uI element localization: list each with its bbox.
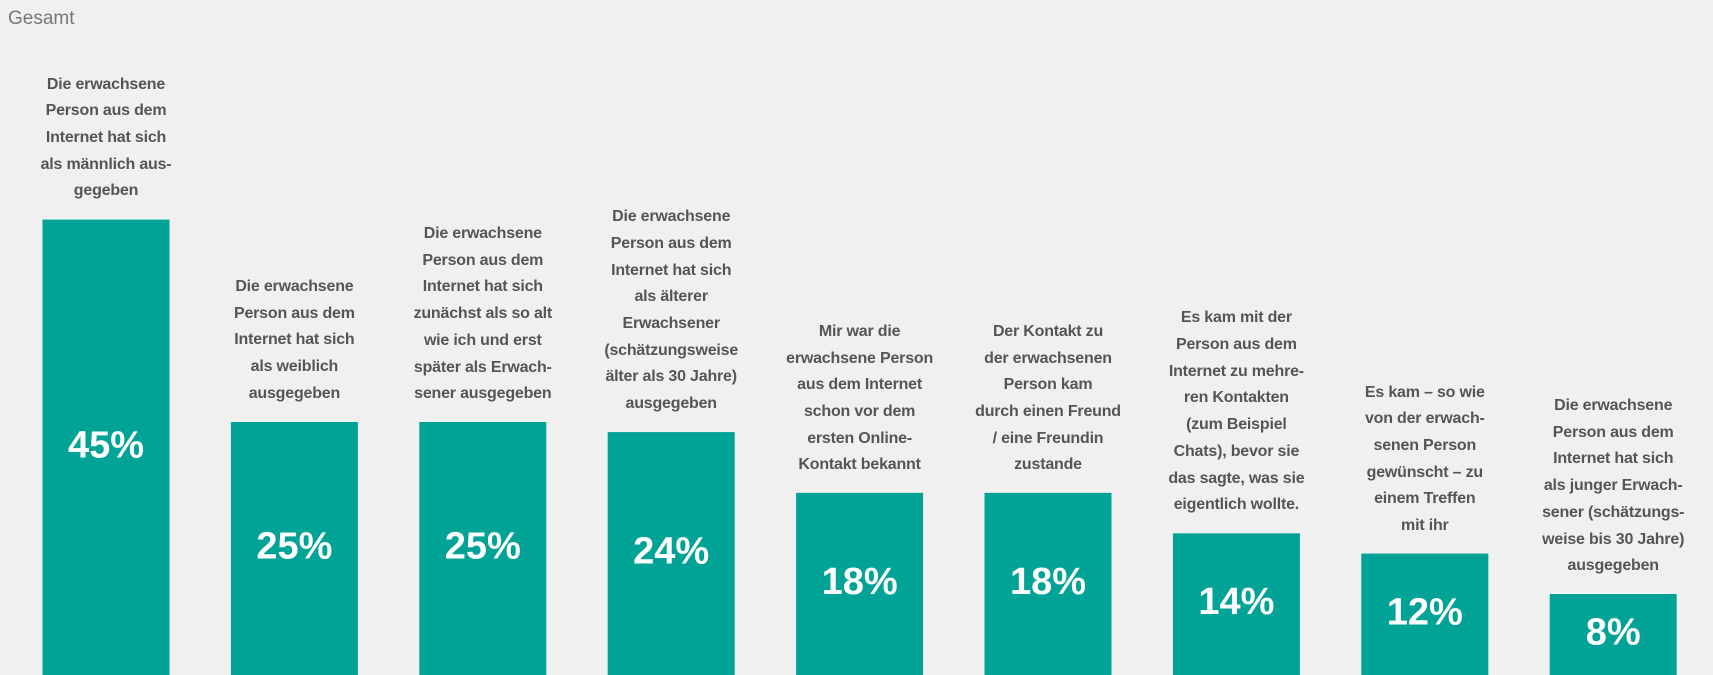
value-label: 14% (1198, 581, 1274, 623)
value-label: 45% (68, 424, 144, 466)
category-label: Es kam mit der Person aus dem Internet z… (1168, 309, 1305, 514)
category-label: Der Kontakt zu der erwachsenen Person ka… (975, 322, 1121, 474)
bar (1549, 594, 1677, 675)
bar (42, 219, 170, 675)
bar (607, 432, 735, 675)
bar (984, 492, 1112, 675)
chart-title: Gesamt (8, 8, 75, 29)
value-label: 25% (256, 526, 332, 568)
category-label: Mir war die erwachsene Person aus dem In… (786, 322, 934, 474)
category-label: Die erwachsene Person aus dem Internet h… (1542, 397, 1685, 575)
value-label: 18% (1010, 561, 1086, 603)
category-label: Die erwachsene Person aus dem Internet h… (604, 208, 739, 413)
category-label: Die erwachsene Person aus dem Internet h… (40, 75, 172, 200)
bar (796, 492, 924, 675)
category-label: Die erwachsene Person aus dem Internet h… (413, 225, 553, 403)
value-label: 18% (822, 561, 898, 603)
value-label: 24% (633, 531, 709, 573)
category-label: Die erwachsene Person aus dem Internet h… (233, 278, 355, 402)
value-label: 8% (1586, 612, 1641, 654)
bar (1172, 533, 1300, 675)
bar (230, 422, 358, 675)
category-label: Es kam – so wie von der erwach- senen Pe… (1364, 383, 1485, 535)
value-label: 12% (1387, 591, 1463, 633)
value-label: 25% (445, 526, 521, 568)
bar (419, 422, 547, 675)
bar (1361, 553, 1489, 675)
